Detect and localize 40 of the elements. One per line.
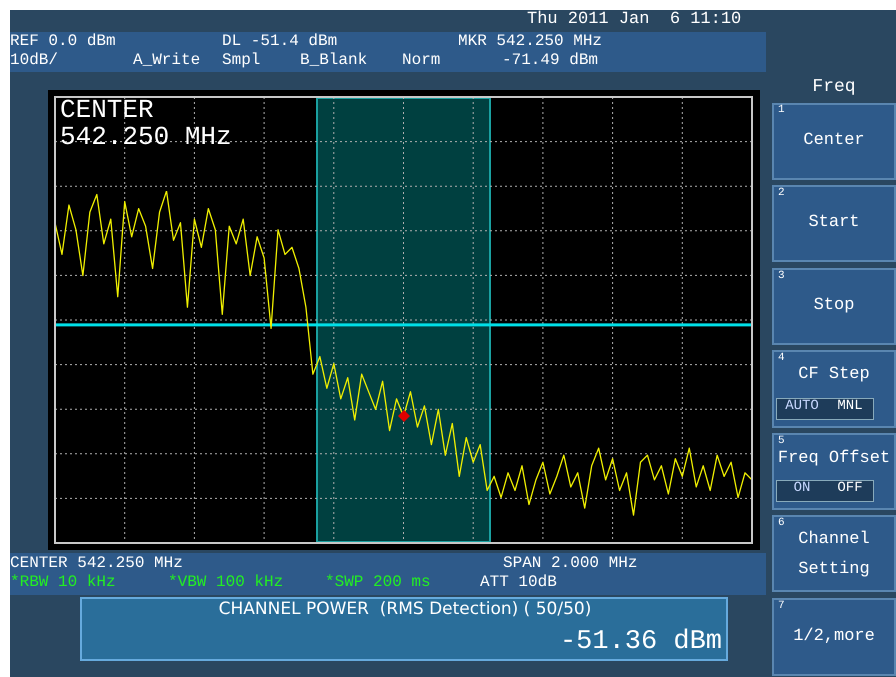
text: REF 0.0 dBm	[10, 32, 116, 51]
text: Freq	[811, 77, 857, 98]
text: 5	[778, 435, 785, 448]
text: Thu 2011 Jan 6 11:10	[527, 10, 742, 30]
text: *VBW 100 kHz	[168, 573, 284, 592]
text: ATT 10dB	[480, 573, 557, 592]
text: ON	[792, 480, 812, 496]
text: Center	[802, 131, 866, 151]
text: 3	[778, 270, 785, 282]
text: CF Step	[797, 365, 871, 385]
text: DL -51.4 dBm	[222, 32, 338, 51]
text: MKR 542.250 MHz	[458, 32, 602, 51]
text: *SWP 200 ms	[325, 573, 431, 592]
text: 4	[778, 352, 785, 364]
text: 1	[778, 104, 785, 116]
text: MNL	[836, 398, 864, 414]
text: Smpl	[222, 51, 260, 70]
text: Freq Offset	[776, 449, 892, 469]
text: 10dB/	[10, 51, 58, 70]
text: SPAN 2.000 MHz	[503, 554, 638, 573]
text: CENTER	[60, 95, 154, 125]
text: 2	[778, 187, 785, 200]
text: OFF	[836, 480, 864, 496]
text: 542.250 MHz	[60, 122, 232, 152]
text: CENTER 542.250 MHz	[10, 554, 183, 573]
text: A_Write	[133, 51, 200, 70]
text: Setting	[797, 560, 871, 580]
text: Norm	[402, 51, 440, 70]
text: B_Blank	[300, 51, 368, 70]
text: *RBW 10 kHz	[10, 573, 116, 592]
text: 6	[778, 517, 785, 530]
text: 1/2,more	[792, 627, 876, 647]
text: CHANNEL POWER (RMS Detection) ( 50/50)	[218, 599, 592, 619]
text: Start	[807, 213, 860, 233]
text: -71.49 dBm	[502, 51, 598, 70]
text: Stop	[812, 296, 856, 316]
text: Channel	[797, 530, 871, 550]
text: -51.36 dBm	[558, 627, 722, 658]
text: 7	[778, 600, 785, 612]
text: AUTO	[784, 398, 820, 414]
